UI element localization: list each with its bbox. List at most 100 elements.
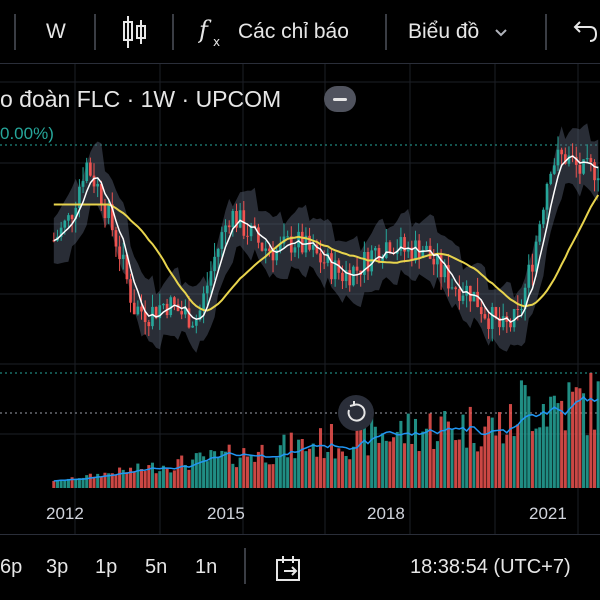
x-axis-label: 2012	[46, 504, 84, 523]
volume-bar	[110, 473, 114, 488]
candle-body	[490, 307, 494, 329]
chart-area[interactable]	[0, 64, 600, 534]
chart-type-dropdown[interactable]: Biểu đồ	[408, 0, 511, 64]
candle-body	[74, 207, 78, 220]
candle-body	[563, 154, 567, 164]
candle-body	[246, 235, 249, 237]
volume-bar	[256, 451, 260, 488]
price-chart[interactable]	[0, 64, 600, 534]
volume-bar	[538, 427, 542, 488]
volume-bar	[213, 451, 217, 488]
candle-body	[549, 173, 553, 184]
candle-body	[384, 242, 388, 258]
range-button-1p[interactable]: 1p	[95, 556, 118, 578]
reset-icon	[347, 401, 366, 422]
volume-bar	[516, 424, 520, 488]
candle-body	[173, 297, 176, 305]
volume-bar	[355, 422, 359, 488]
volume-bar	[308, 448, 312, 488]
volume-bar	[589, 372, 593, 488]
volume-bar	[227, 444, 231, 488]
volume-bar	[337, 448, 341, 488]
volume-bar	[85, 475, 89, 488]
indicators-button[interactable]: f x Các chỉ báo	[198, 0, 349, 64]
volume-bar	[519, 380, 523, 488]
candle-body	[406, 247, 410, 252]
x-axis-label: 2021	[529, 504, 567, 523]
volume-bar	[596, 381, 600, 488]
volume-bar	[129, 467, 133, 488]
volume-bar	[293, 458, 297, 488]
candle-body	[176, 304, 180, 312]
candle-body	[501, 316, 505, 328]
volume-bar	[417, 451, 421, 488]
symbol-legend-title[interactable]: o đoàn FLC · 1W · UPCOM	[0, 86, 282, 112]
volume-bar	[326, 451, 330, 488]
candle-body	[89, 162, 92, 176]
candle-body	[70, 215, 74, 220]
toolbar-separator	[385, 14, 387, 50]
go-to-date-button[interactable]	[274, 554, 304, 589]
interval-button[interactable]: W	[46, 20, 66, 43]
volume-bar	[439, 416, 443, 488]
volume-bar	[329, 423, 334, 488]
volume-bar	[158, 471, 162, 488]
volume-bar	[508, 404, 513, 488]
candle-body	[103, 204, 107, 219]
candle-body	[275, 250, 279, 261]
candle-body	[366, 251, 370, 272]
candle-body	[231, 210, 235, 228]
candle-body	[326, 253, 330, 263]
indicators-label: Các chỉ báo	[238, 20, 349, 43]
chart-type-label: Biểu đồ	[408, 20, 480, 43]
volume-bar	[472, 443, 476, 488]
volume-bar	[421, 431, 425, 488]
range-button-3p[interactable]: 3p	[46, 556, 69, 578]
range-button-1n[interactable]: 1n	[195, 556, 218, 578]
reset-chart-button[interactable]	[338, 395, 374, 431]
candle-body	[264, 248, 268, 251]
candle-body	[428, 245, 432, 259]
candle-body	[110, 204, 114, 231]
volume-bar	[450, 429, 454, 488]
toolbar-separator	[172, 14, 174, 50]
volume-bar	[118, 467, 122, 488]
volume-bar	[132, 471, 136, 488]
volume-bar	[505, 434, 509, 488]
volume-bar	[399, 420, 403, 488]
candle-body	[381, 257, 384, 262]
candle-body	[198, 310, 202, 320]
candle-body	[194, 319, 198, 326]
volume-bar	[165, 468, 169, 488]
undo-button[interactable]	[568, 0, 598, 64]
volume-bar	[249, 455, 253, 488]
volume-bar	[476, 451, 480, 488]
candle-body	[483, 314, 487, 319]
range-button-5n[interactable]: 5n	[145, 556, 168, 578]
candle-body	[425, 245, 428, 250]
candle-body	[509, 321, 512, 328]
range-button-6p[interactable]: 6p	[0, 556, 23, 578]
candle-body	[213, 256, 216, 272]
candle-body	[260, 242, 264, 251]
bottom-separator	[244, 548, 246, 584]
volume-bar	[322, 458, 326, 488]
volume-bar	[392, 437, 396, 488]
volume-bar	[574, 387, 578, 488]
volume-bar	[403, 443, 407, 488]
candle-style-button[interactable]	[120, 0, 148, 64]
collapse-legend-button[interactable]	[324, 86, 356, 112]
candle-body	[585, 158, 589, 160]
volume-bar	[220, 450, 224, 488]
candle-body	[574, 157, 578, 165]
candle-body	[355, 266, 359, 271]
volume-bar	[92, 476, 96, 488]
candle-body	[125, 254, 129, 280]
svg-text:f: f	[198, 16, 212, 44]
volume-bar	[454, 440, 458, 488]
volume-bar	[161, 465, 165, 488]
volume-bar	[180, 455, 184, 488]
volume-bar	[267, 464, 271, 488]
timezone-clock[interactable]: 18:38:54 (UTC+7)	[410, 556, 571, 578]
moving-average-yellow	[53, 194, 600, 312]
